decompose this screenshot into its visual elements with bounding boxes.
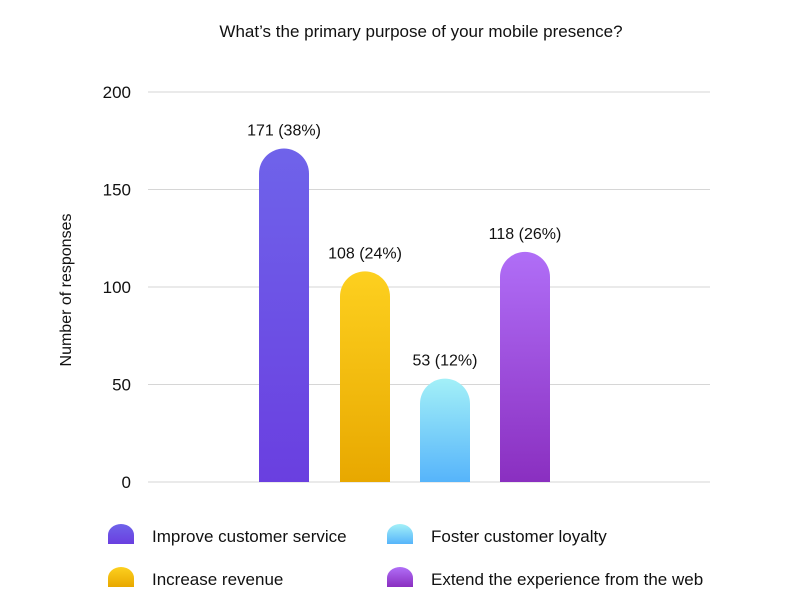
y-tick-label: 100 [103,278,131,297]
legend-item: Foster customer loyalty [387,524,607,546]
legend-swatch [387,567,413,587]
data-labels: 171 (38%) 108 (24%) 53 (12%) 118 (26%) [247,123,561,370]
bar-foster-customer-loyalty [420,378,470,482]
y-tick-label: 50 [112,376,131,395]
gridlines [148,91,710,483]
bar-improve-customer-service [259,148,309,483]
legend-label: Foster customer loyalty [431,527,607,546]
legend-item: Improve customer service [108,524,347,546]
legend-item: Extend the experience from the web [387,567,703,589]
legend-label: Improve customer service [152,527,347,546]
bars [259,148,550,483]
legend-item: Increase revenue [108,567,283,589]
legend-swatch [387,524,413,544]
data-label: 53 (12%) [413,353,478,370]
bar-extend-the-experience-from-the-web [500,251,550,482]
data-label: 108 (24%) [328,245,402,262]
y-tick-label: 200 [103,83,131,102]
data-label: 171 (38%) [247,123,321,140]
legend-label: Increase revenue [152,570,283,589]
chart-title: What’s the primary purpose of your mobil… [219,22,622,41]
bar-increase-revenue [340,271,390,482]
data-label: 118 (26%) [489,226,562,243]
y-axis-ticks: 0 50 100 150 200 [103,83,131,492]
y-tick-label: 0 [122,473,131,492]
y-axis-title: Number of responses [58,214,75,367]
y-tick-label: 150 [103,181,131,200]
legend-swatch [108,524,134,544]
legend: Improve customer service Increase revenue… [108,524,703,589]
legend-label: Extend the experience from the web [431,570,703,589]
legend-swatch [108,567,134,587]
